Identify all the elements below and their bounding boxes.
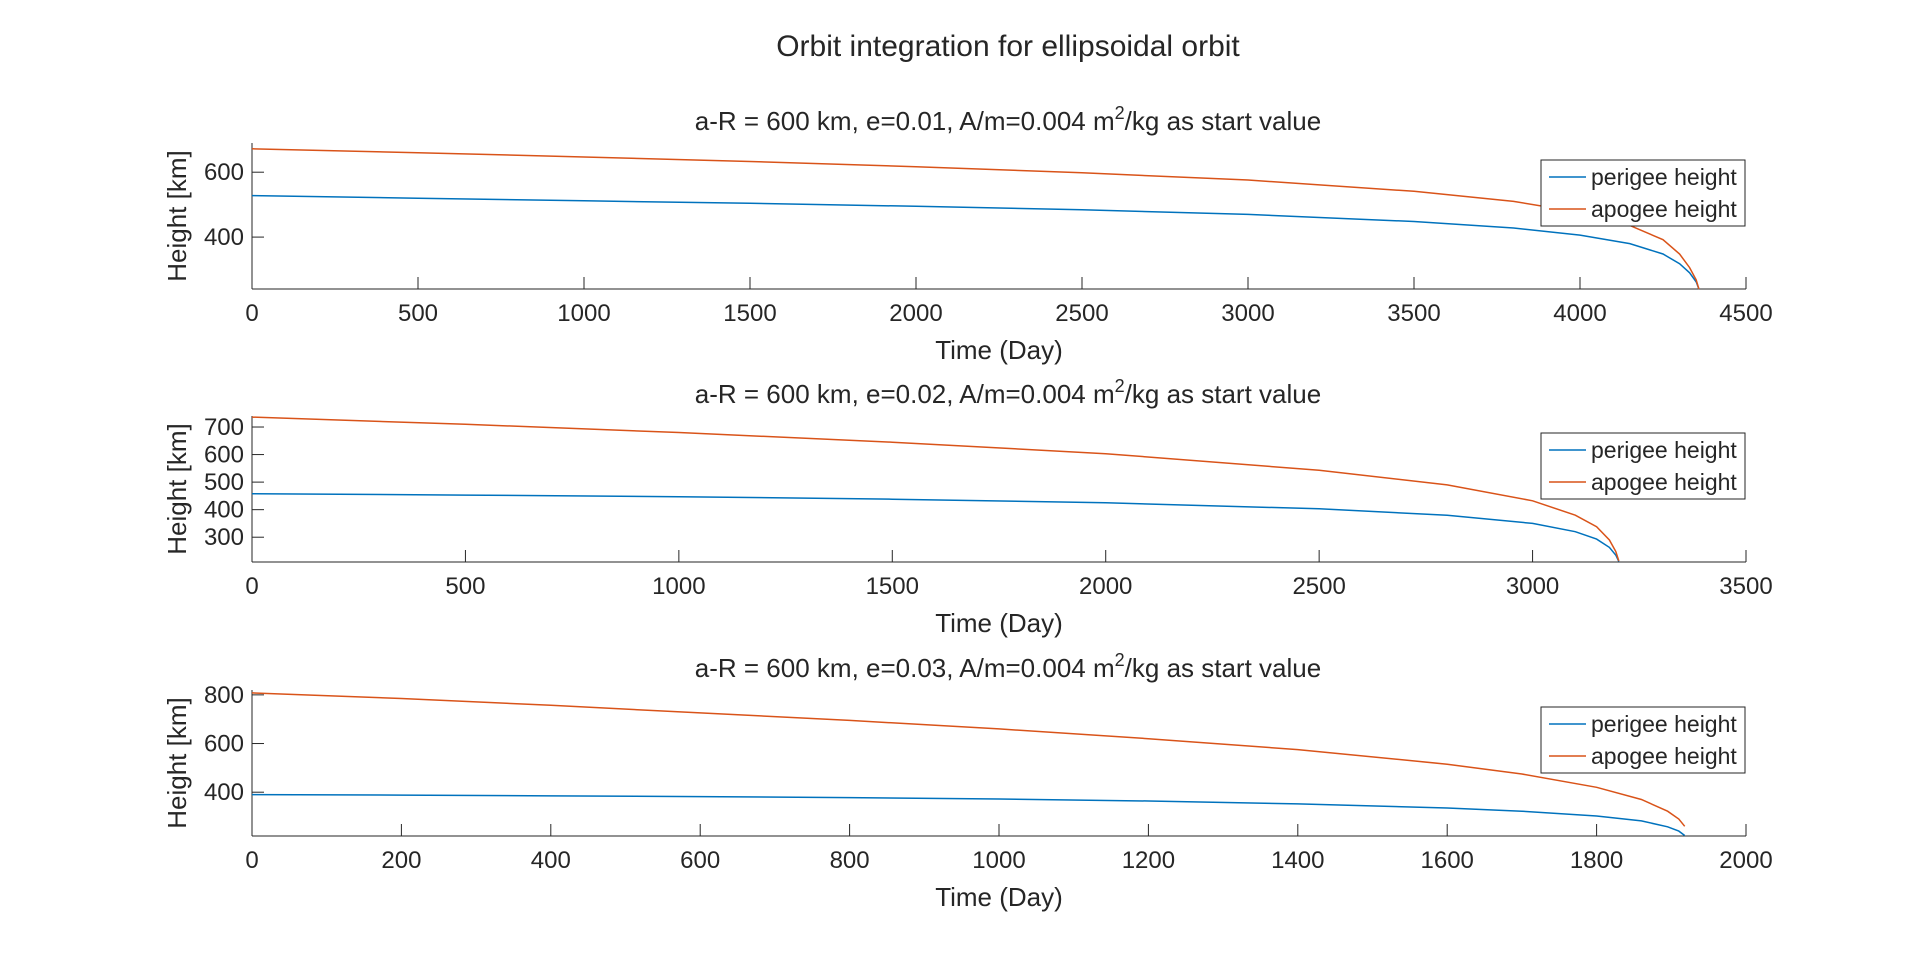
x-tick-label: 0 [245, 847, 258, 874]
legend-label: apogee height [1591, 743, 1737, 769]
y-tick-label: 500 [204, 469, 244, 496]
legend-box [1540, 159, 1746, 227]
y-axis-label: Height [km] [162, 423, 192, 555]
y-axis-label: Height [km] [162, 697, 192, 829]
y-tick-label: 800 [204, 682, 244, 709]
legend-box [1540, 706, 1746, 774]
y-tick-label: 600 [204, 731, 244, 758]
x-tick-label: 4000 [1553, 300, 1606, 327]
x-tick-label: 1200 [1122, 847, 1175, 874]
x-tick-label: 1500 [866, 573, 919, 600]
x-tick-label: 200 [381, 847, 421, 874]
subplot-2: 0 500 1000 1500 2000 2500 3000 3500300400500600… [162, 376, 1773, 638]
x-tick-label: 1400 [1271, 847, 1324, 874]
x-tick-label: 3500 [1387, 300, 1440, 327]
legend-label: apogee height [1591, 196, 1737, 222]
series-line-perigee [251, 793, 1686, 837]
subplot-title-main: a-R = 600 km, e=0.03, A/m=0.004 m [695, 653, 1115, 683]
subplot-3: 0 200 400 600 800 1000 1200 1400 1600 1800 2000 400… [162, 650, 1773, 912]
x-tick-label: 1000 [972, 847, 1025, 874]
subplot-title-main: a-R = 600 km, e=0.02, A/m=0.004 m [695, 379, 1115, 409]
series-line-apogee [251, 148, 1700, 290]
x-tick-label: 2500 [1292, 573, 1345, 600]
subplots: 0 500 1000 1500 2000 2500 3000 3500 4000 45004006… [162, 103, 1773, 912]
legend-label: perigee height [1591, 437, 1737, 463]
x-axis-label: Time (Day) [935, 608, 1063, 638]
x-tick-label: 1000 [557, 300, 610, 327]
y-tick-label: 400 [204, 779, 244, 806]
x-tick-label: 1800 [1570, 847, 1623, 874]
x-tick-label: 800 [830, 847, 870, 874]
y-tick-label: 700 [204, 414, 244, 441]
x-tick-label: 0 [245, 573, 258, 600]
subplot-1: 0 500 1000 1500 2000 2500 3000 3500 4000 4500 400 6… [162, 103, 1773, 365]
legend-label: perigee height [1591, 711, 1737, 737]
x-tick-label: 0 [245, 300, 258, 327]
subplot-title-superscript: 2 [1115, 103, 1125, 123]
x-axis-label: Time (Day) [935, 335, 1063, 365]
series-line-perigee [251, 492, 1620, 562]
y-tick-label: 600 [204, 159, 244, 186]
x-tick-label: 2000 [889, 300, 942, 327]
x-tick-label: 3500 [1719, 573, 1772, 600]
legend: perigee height apogee height [1540, 159, 1746, 227]
y-tick-label: 300 [204, 524, 244, 551]
x-tick-label: 1500 [723, 300, 776, 327]
subplot-title-tail: /kg as start value [1125, 106, 1322, 136]
x-tick-label: 600 [680, 847, 720, 874]
subplot-title-main: a-R = 600 km, e=0.01, A/m=0.004 m [695, 106, 1115, 136]
subplot-title: a-R = 600 km, e=0.01, A/m=0.004 m2/kg as… [695, 103, 1321, 136]
legend-label: apogee height [1591, 469, 1737, 495]
legend: perigee height apogee height [1540, 432, 1746, 500]
x-tick-label: 400 [531, 847, 571, 874]
x-tick-label: 2500 [1055, 300, 1108, 327]
figure-title: Orbit integration for ellipsoidal orbit [776, 30, 1240, 63]
subplot-title: a-R = 600 km, e=0.02, A/m=0.004 m2/kg as… [695, 376, 1321, 409]
legend-box [1540, 432, 1746, 500]
subplot-title: a-R = 600 km, e=0.03, A/m=0.004 m2/kg as… [695, 650, 1321, 683]
subplot-title-superscript: 2 [1115, 376, 1125, 396]
x-tick-label: 500 [445, 573, 485, 600]
series-line-apogee [251, 692, 1686, 827]
x-axis-label: Time (Day) [935, 882, 1063, 912]
x-tick-label: 3000 [1221, 300, 1274, 327]
legend: perigee height apogee height [1540, 706, 1746, 774]
x-tick-label: 3000 [1506, 573, 1559, 600]
subplot-title-tail: /kg as start value [1125, 379, 1322, 409]
x-tick-label: 2000 [1079, 573, 1132, 600]
legend-label: perigee height [1591, 164, 1737, 190]
x-tick-label: 1600 [1421, 847, 1474, 874]
x-tick-label: 2000 [1719, 847, 1772, 874]
series-line-perigee [251, 194, 1700, 290]
y-tick-label: 600 [204, 442, 244, 469]
subplot-title-superscript: 2 [1115, 650, 1125, 670]
y-tick-label: 400 [204, 224, 244, 251]
series-line-apogee [251, 416, 1620, 562]
x-tick-label: 4500 [1719, 300, 1772, 327]
y-axis-label: Height [km] [162, 150, 192, 282]
y-tick-label: 400 [204, 497, 244, 524]
x-tick-label: 1000 [652, 573, 705, 600]
subplot-title-tail: /kg as start value [1125, 653, 1322, 683]
x-tick-label: 500 [398, 300, 438, 327]
